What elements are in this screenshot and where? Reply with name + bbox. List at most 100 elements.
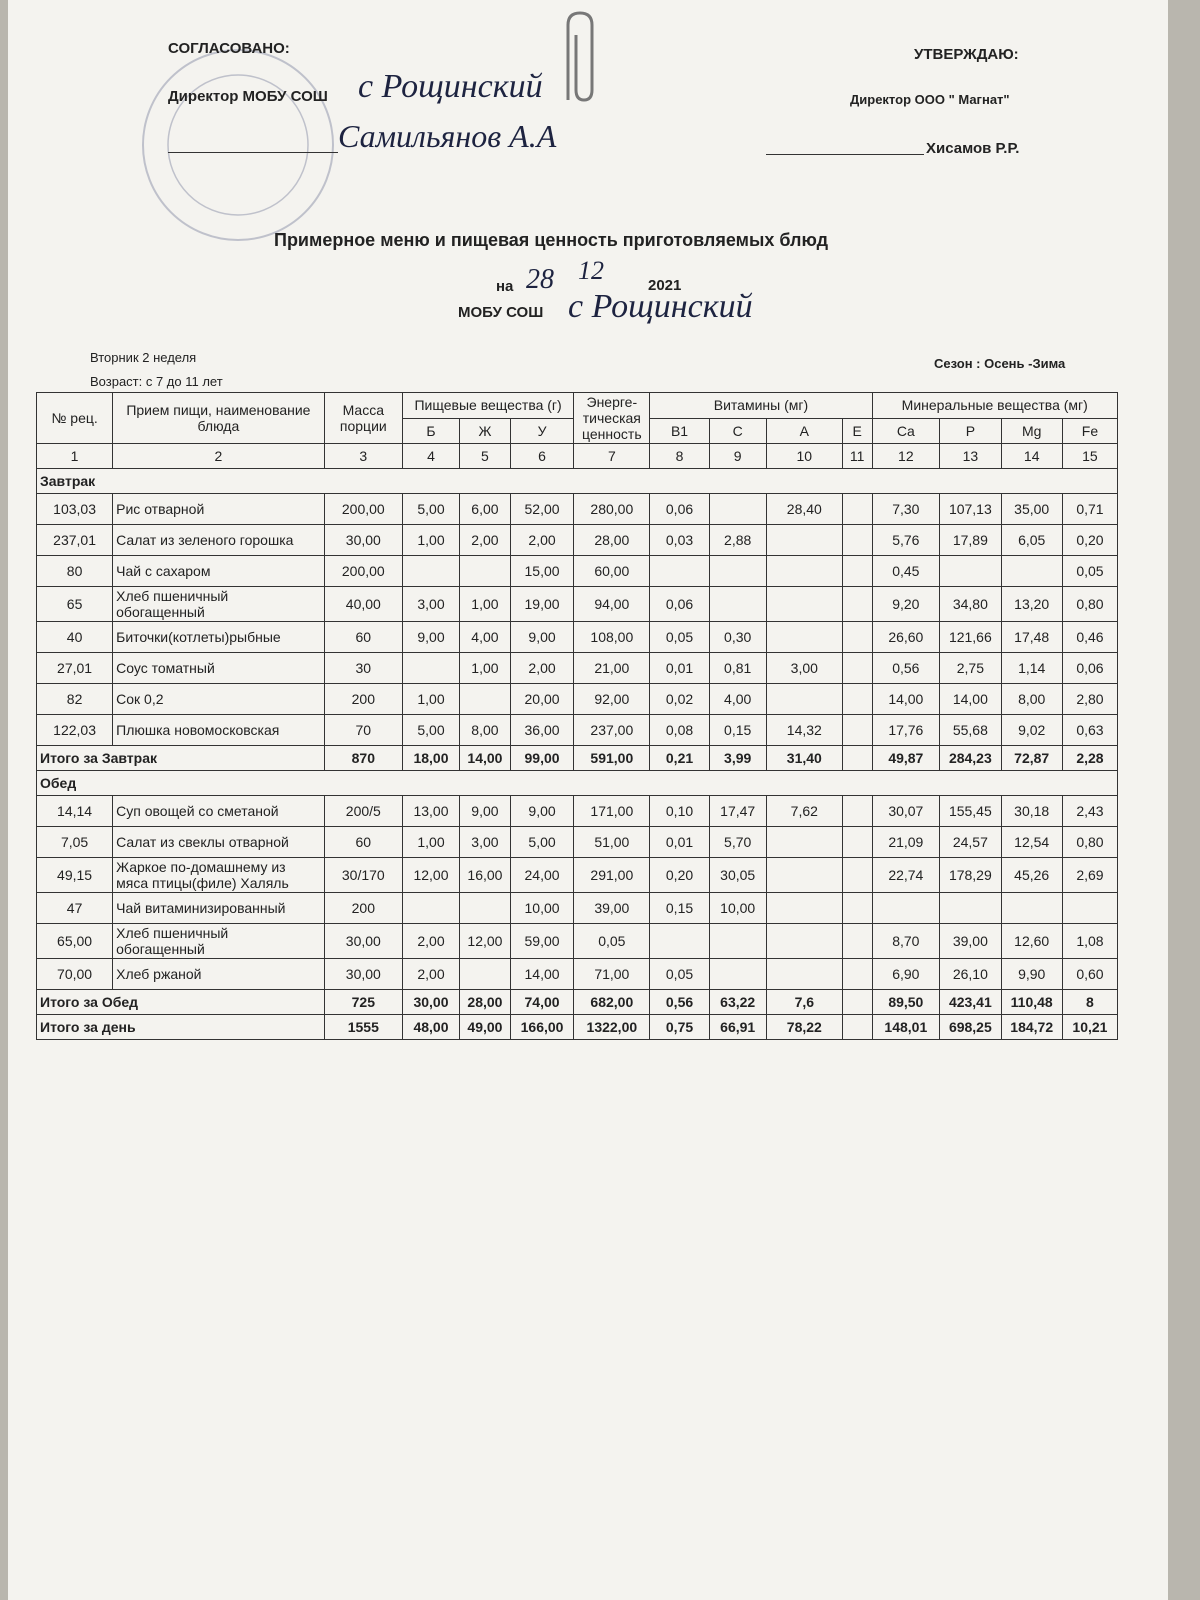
- cell: [841, 857, 873, 893]
- total-cell: [841, 745, 873, 771]
- cell: [401, 652, 461, 684]
- cell: 0,71: [1061, 493, 1119, 525]
- header-subcell: У: [509, 417, 575, 444]
- meta-season: Сезон : Осень -Зима: [934, 356, 1066, 371]
- total-cell: 2,28: [1061, 745, 1119, 771]
- column-number: 3: [323, 443, 403, 469]
- column-number: 2: [112, 443, 325, 469]
- cell: 22,74: [871, 857, 941, 893]
- cell: 24,00: [509, 857, 575, 893]
- section-row: Завтрак: [36, 468, 1118, 494]
- dish-name: Салат из зеленого горошка: [112, 524, 325, 556]
- cell: [401, 892, 461, 924]
- cell: 2,00: [459, 524, 511, 556]
- cell: 30,00: [323, 524, 403, 556]
- dish-name: Чай с сахаром: [112, 555, 325, 587]
- cell: 94,00: [573, 586, 651, 622]
- cell: 30,18: [1000, 795, 1063, 827]
- cell: [841, 621, 873, 653]
- cell: 17,76: [871, 714, 941, 746]
- cell: [1000, 892, 1063, 924]
- cell: [841, 652, 873, 684]
- cell: 200: [323, 683, 403, 715]
- column-number: 8: [649, 443, 710, 469]
- column-number: 11: [841, 443, 873, 469]
- cell: 237,00: [573, 714, 651, 746]
- total-cell: 423,41: [939, 989, 1002, 1015]
- cell: 0,05: [649, 958, 710, 990]
- cell: [841, 714, 873, 746]
- cell: 14,00: [509, 958, 575, 990]
- header-cell: Масса порции: [323, 392, 403, 444]
- cell: 47: [35, 892, 114, 924]
- meta-age: Возраст: с 7 до 11 лет: [90, 374, 223, 389]
- dish-name: Хлеб пшеничный обогащенный: [112, 923, 325, 959]
- dish-name: Сок 0,2: [112, 683, 325, 715]
- cell: 200/5: [323, 795, 403, 827]
- cell: 14,00: [939, 683, 1002, 715]
- cell: 2,00: [401, 958, 461, 990]
- cell: 291,00: [573, 857, 651, 893]
- cell: [765, 621, 843, 653]
- school-name: с Рощинский: [568, 288, 753, 325]
- section-row: Обед: [36, 770, 1118, 796]
- dish-row: 7,05 Салат из свеклы отварной 60 1,00 3,00 5,…: [35, 826, 1119, 858]
- cell: 14,00: [871, 683, 941, 715]
- cell: 0,06: [649, 493, 710, 525]
- total-cell: 725: [323, 989, 403, 1015]
- cell: 17,89: [939, 524, 1002, 556]
- column-number: 5: [459, 443, 511, 469]
- cell: 0,63: [1061, 714, 1119, 746]
- total-cell: 49,87: [871, 745, 941, 771]
- cell: 14,32: [765, 714, 843, 746]
- menu-table: № рец. Прием пищи, наименование блюда Масс…: [35, 392, 1119, 1040]
- cell: 30,05: [708, 857, 767, 893]
- cell: 0,80: [1061, 586, 1119, 622]
- left-position: Директор МОБУ СОШ: [168, 88, 328, 105]
- cell: 2,69: [1061, 857, 1119, 893]
- cell: 2,43: [1061, 795, 1119, 827]
- header-subcell: А: [765, 417, 843, 444]
- cell: 0,81: [708, 652, 767, 684]
- cell: [841, 923, 873, 959]
- cell: [459, 555, 511, 587]
- cell: [765, 826, 843, 858]
- cell: [841, 795, 873, 827]
- total-cell: 1555: [323, 1014, 403, 1040]
- cell: [1061, 892, 1119, 924]
- cell: 237,01: [35, 524, 114, 556]
- cell: 27,01: [35, 652, 114, 684]
- cell: [939, 892, 1002, 924]
- cell: [765, 524, 843, 556]
- cell: 49,15: [35, 857, 114, 893]
- cell: 200: [323, 892, 403, 924]
- dish-row: 103,03 Рис отварной 200,00 5,00 6,00 52,00 280…: [35, 493, 1119, 525]
- total-cell: 8: [1061, 989, 1119, 1015]
- cell: 0,10: [649, 795, 710, 827]
- cell: 60: [323, 621, 403, 653]
- header-subcell: В1: [649, 417, 710, 444]
- dish-row: 65,00 Хлеб пшеничный обогащенный 30,00 2,00…: [35, 923, 1119, 959]
- total-cell: 63,22: [708, 989, 767, 1015]
- total-cell: 682,00: [573, 989, 651, 1015]
- cell: [871, 892, 941, 924]
- cell: 13,20: [1000, 586, 1063, 622]
- cell: 0,20: [649, 857, 710, 893]
- header-cell: Прием пищи, наименование блюда: [112, 392, 325, 444]
- total-cell: 72,87: [1000, 745, 1063, 771]
- cell: 7,30: [871, 493, 941, 525]
- dish-row: 27,01 Соус томатный 30 1,00 2,00 21,00 0,01 0,8…: [35, 652, 1119, 684]
- cell: 39,00: [939, 923, 1002, 959]
- cell: 28,40: [765, 493, 843, 525]
- cell: [459, 892, 511, 924]
- cell: 30: [323, 652, 403, 684]
- cell: 0,46: [1061, 621, 1119, 653]
- stamp: [142, 49, 334, 241]
- cell: [1000, 555, 1063, 587]
- cell: 2,80: [1061, 683, 1119, 715]
- total-cell: 148,01: [871, 1014, 941, 1040]
- dish-name: Суп овощей со сметаной: [112, 795, 325, 827]
- cell: 21,00: [573, 652, 651, 684]
- cell: 28,00: [573, 524, 651, 556]
